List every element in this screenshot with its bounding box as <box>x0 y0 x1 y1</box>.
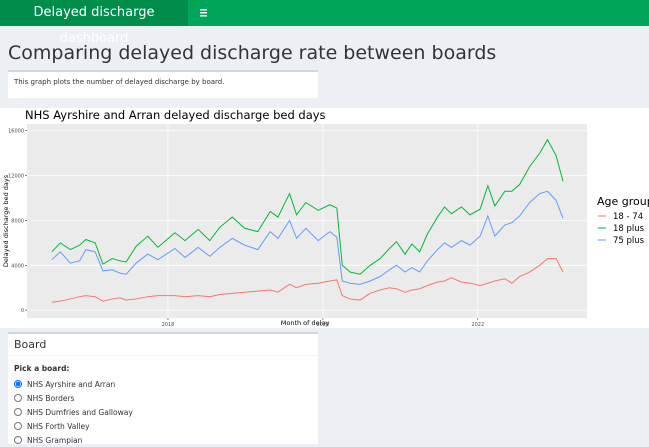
option-label: NHS Ayrshire and Arran <box>27 379 116 389</box>
x-axis-label: Month of delay <box>281 319 330 327</box>
radio-option[interactable]: NHS Borders <box>8 391 318 405</box>
radio-button[interactable] <box>14 394 22 402</box>
radio-button[interactable] <box>14 380 22 388</box>
legend-label: 75 plus <box>613 236 645 246</box>
plot-panel <box>27 124 587 318</box>
chart-title: NHS Ayrshire and Arran delayed discharge… <box>25 108 326 122</box>
radio-group: NHS Ayrshire and Arran NHS Borders NHS Dum… <box>8 377 318 447</box>
board-box: Board Pick a board: NHS Ayrshire and Arr… <box>8 332 318 447</box>
y-tick-label: 0 <box>21 308 24 314</box>
legend-label: 18 - 74 <box>613 212 643 222</box>
series-line <box>51 138 564 275</box>
y-tick-label: 8000 <box>11 218 24 224</box>
description: This graph plots the number of delayed d… <box>8 70 318 98</box>
option-label: NHS Dumfries and Galloway <box>27 407 133 417</box>
radio-option[interactable]: NHS Ayrshire and Arran <box>8 377 318 391</box>
header: Delayed discharge dashboard <box>0 0 649 46</box>
radio-option[interactable]: NHS Grampian <box>8 433 318 447</box>
x-tick-label: 2022 <box>471 322 484 328</box>
page-title: Comparing delayed discharge rate between… <box>8 42 497 64</box>
radio-option[interactable]: NHS Forth Valley <box>8 419 318 433</box>
radio-label: Pick a board: <box>14 364 70 373</box>
radio-option[interactable]: NHS Dumfries and Galloway <box>8 405 318 419</box>
brand[interactable]: Delayed discharge dashboard <box>0 0 188 46</box>
y-tick-label: 4000 <box>11 263 24 269</box>
legend-title: Age group <box>597 195 649 208</box>
option-label: NHS Grampian <box>27 435 83 445</box>
series-line <box>51 258 564 303</box>
box-title: Board <box>8 334 318 356</box>
y-axis-label: Delayed discharge bed days <box>2 174 10 267</box>
menu-toggle[interactable] <box>199 8 208 17</box>
option-label: NHS Borders <box>27 393 75 403</box>
x-tick-label: 2020 <box>317 322 330 328</box>
x-tick-label: 2018 <box>162 322 175 328</box>
y-tick-label: 16000 <box>8 129 24 135</box>
radio-button[interactable] <box>14 436 22 444</box>
radio-button[interactable] <box>14 422 22 430</box>
chart: NHS Ayrshire and Arran delayed discharge… <box>0 108 649 328</box>
series-line <box>51 190 564 285</box>
radio-button[interactable] <box>14 408 22 416</box>
legend-label: 18 plus <box>613 224 645 234</box>
y-tick-label: 12000 <box>8 174 24 180</box>
option-label: NHS Forth Valley <box>27 421 90 431</box>
